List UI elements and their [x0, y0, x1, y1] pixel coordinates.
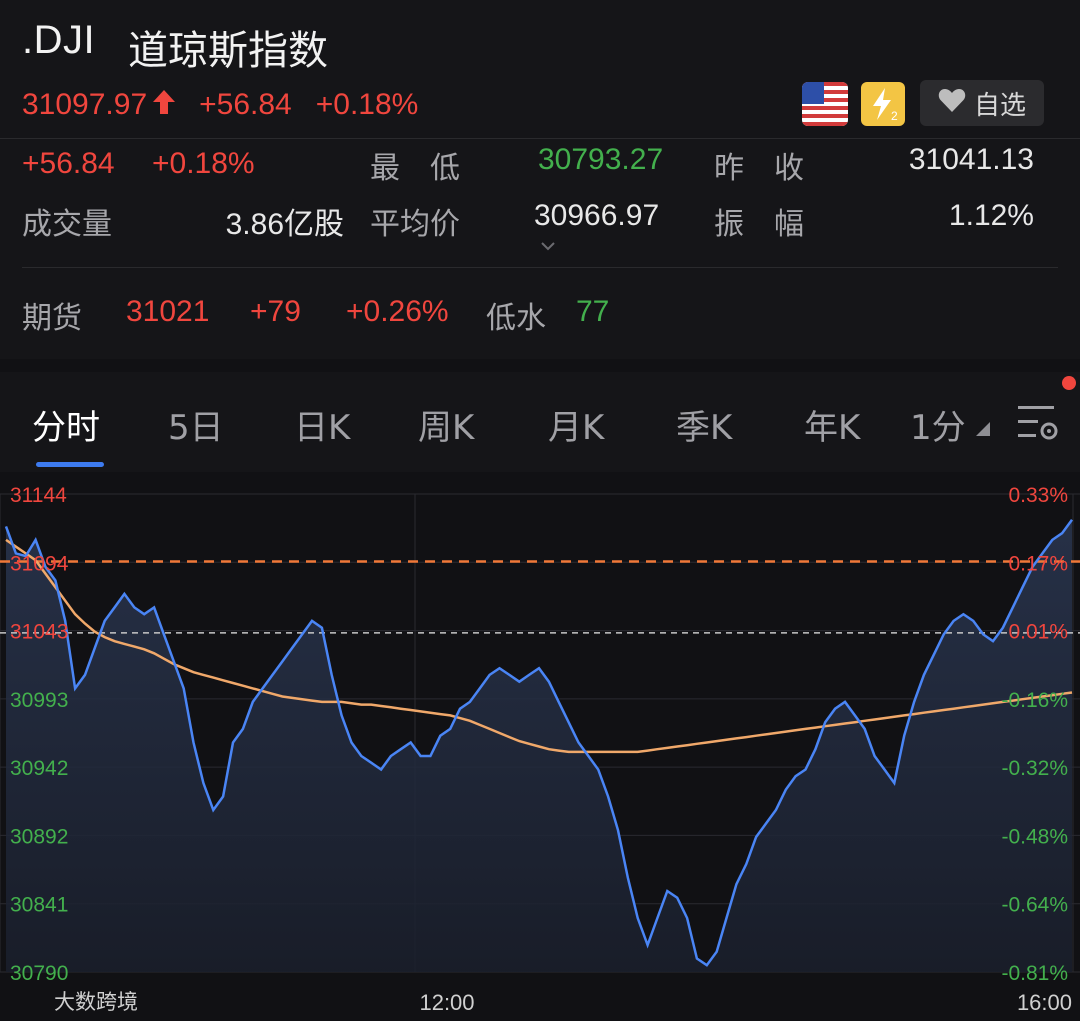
heart-icon: [938, 87, 966, 120]
intraday-chart[interactable]: 31144 31094 31043 30993 30942 30892 30841 30790…: [0, 472, 1080, 1021]
avg-price-label: 平均价: [370, 207, 460, 242]
ticker-symbol: .DJI: [22, 18, 96, 62]
tab-1min[interactable]: 1分: [910, 408, 966, 448]
index-name: 道琼斯指数: [128, 28, 328, 74]
level2-icon[interactable]: 2: [861, 82, 905, 126]
volume-label: 成交量: [22, 207, 112, 242]
average-price-line: [5, 538, 1073, 754]
active-tab-indicator: [36, 462, 104, 467]
x-tick-label: 16:00: [1017, 990, 1072, 1015]
notification-dot: [1062, 376, 1076, 390]
stats-divider: [22, 267, 1058, 268]
futures-change-pct: +0.26%: [346, 295, 449, 328]
amplitude-value: 1.12%: [948, 199, 1034, 232]
y-axis-left: 31144 31094 31043 30993 30942 30892 30841 30790: [10, 484, 69, 985]
prev-close-value: 31041.13: [908, 143, 1034, 176]
futures-price: 31021: [126, 295, 210, 328]
tab-quarterly-k[interactable]: 季K: [676, 408, 733, 448]
y-tick-label-right: -0.81%: [1001, 962, 1068, 985]
svg-text:2: 2: [891, 109, 898, 123]
y-tick-label-right: 0.33%: [1008, 484, 1068, 507]
y-tick-label-right: 0.17%: [1008, 552, 1068, 575]
us-flag-icon[interactable]: [802, 82, 848, 126]
tab-yearly-k[interactable]: 年K: [804, 408, 861, 448]
price-change-pct: +0.18%: [315, 88, 419, 121]
up-arrow-icon: [153, 88, 176, 122]
x-axis: 12:00 16:00: [419, 990, 1072, 1015]
y-tick-label-left: 30892: [10, 825, 68, 848]
tab-monthly-k[interactable]: 月K: [548, 408, 605, 448]
last-price: 31097.97: [22, 88, 148, 121]
y-tick-label-right: -0.16%: [1001, 689, 1068, 712]
price-row: 31097.97 +56.84 +0.18%: [22, 88, 418, 122]
y-tick-label-left: 30993: [10, 689, 68, 712]
expand-chevron-icon[interactable]: [540, 239, 556, 257]
y-tick-label-left: 31043: [10, 621, 68, 644]
chart-settings-icon[interactable]: [1018, 402, 1062, 451]
add-to-watchlist-button[interactable]: 自选: [920, 80, 1044, 126]
futures-change: +79: [250, 295, 301, 328]
tab-5day[interactable]: 5日: [168, 408, 224, 448]
price-change: +56.84: [199, 88, 292, 121]
y-tick-label-left: 30841: [10, 894, 68, 917]
discount-value: 77: [576, 295, 610, 328]
dropdown-triangle-icon[interactable]: [976, 422, 990, 441]
chart-period-tabs: 分时 5日 日K 周K 月K 季K 年K 1分: [0, 372, 1080, 472]
amplitude-label: 振 幅: [714, 207, 804, 242]
discount-label: 低水: [486, 301, 546, 336]
x-tick-label: 12:00: [419, 990, 474, 1015]
y-tick-label-left: 30790: [10, 962, 68, 985]
watermark-text: 大数跨境: [54, 990, 138, 1014]
y-tick-label-right: -0.32%: [1001, 757, 1068, 780]
avg-price-value: 30966.97: [534, 199, 660, 232]
tab-intraday[interactable]: 分时: [32, 408, 100, 448]
y-tick-label-left: 30942: [10, 757, 68, 780]
watch-label: 自选: [973, 90, 1026, 121]
y-tick-label-left: 31094: [10, 552, 69, 575]
prev-close-label: 昨 收: [714, 151, 804, 186]
volume-value: 3.86亿股: [225, 208, 344, 241]
quote-header: .DJI 道琼斯指数 31097.97 +56.84 +0.18% 2 自选: [0, 0, 1080, 138]
y-axis-right: 0.33% 0.17% 0.01% -0.16% -0.32% -0.48% -0.64% -…: [1001, 484, 1068, 985]
price-line: [4, 518, 1074, 967]
y-tick-label-left: 31144: [10, 484, 67, 507]
stat-change-pct: +0.18%: [152, 147, 255, 180]
stat-change: +56.84: [22, 147, 115, 180]
y-tick-label-right: -0.48%: [1001, 825, 1068, 848]
low-value: 30793.27: [538, 143, 664, 176]
low-label: 最 低: [370, 151, 460, 186]
futures-label: 期货: [22, 301, 82, 336]
y-tick-label-right: 0.01%: [1008, 621, 1068, 644]
tab-weekly-k[interactable]: 周K: [418, 408, 475, 448]
quote-stats: +56.84 +0.18% 最 低 30793.27 昨 收 31041.13 …: [0, 138, 1080, 359]
y-tick-label-right: -0.64%: [1001, 894, 1068, 917]
tab-daily-k[interactable]: 日K: [294, 408, 351, 448]
